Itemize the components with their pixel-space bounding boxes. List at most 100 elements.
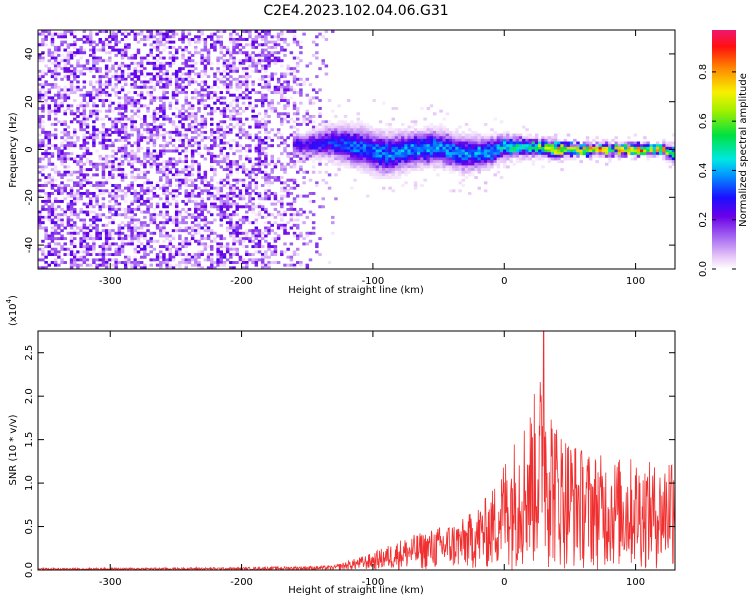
- heatmap-cell: [76, 109, 80, 113]
- heatmap-cell: [334, 173, 338, 177]
- heatmap-cell: [190, 168, 195, 172]
- heatmap-cell: [88, 67, 93, 71]
- heatmap-cell: [439, 149, 443, 153]
- heatmap-cell: [168, 56, 173, 60]
- heatmap-cell: [50, 122, 55, 126]
- heatmap-cell: [130, 263, 134, 267]
- heatmap-cell: [254, 40, 259, 44]
- heatmap-cell: [111, 141, 115, 145]
- heatmap-cell: [187, 258, 192, 262]
- heatmap-cell: [235, 96, 239, 100]
- heatmap-cell: [206, 221, 211, 225]
- heatmap-cell: [452, 138, 456, 142]
- heatmap-cell: [493, 154, 497, 158]
- heatmap-cell: [305, 144, 310, 148]
- heatmap-cell: [124, 191, 128, 195]
- heatmap-cell: [66, 247, 71, 251]
- heatmap-cell: [155, 263, 160, 267]
- heatmap-cell: [206, 75, 211, 79]
- heatmap-cell: [404, 152, 408, 156]
- heatmap-cell: [292, 199, 297, 203]
- heatmap-cell: [47, 48, 52, 52]
- heatmap-cell: [381, 146, 386, 150]
- heatmap-cell: [241, 239, 246, 243]
- heatmap-cell: [299, 77, 303, 81]
- heatmap-cell: [292, 120, 297, 124]
- heatmap-cell: [127, 37, 131, 41]
- heatmap-cell: [171, 218, 176, 222]
- heatmap-cell: [66, 223, 71, 227]
- heatmap-cell: [190, 162, 195, 166]
- heatmap-cell: [302, 210, 306, 214]
- heatmap-cell: [101, 261, 106, 264]
- heatmap-cell: [464, 168, 469, 172]
- heatmap-cell: [254, 35, 259, 39]
- heatmap-cell: [477, 165, 482, 169]
- heatmap-cell: [181, 35, 185, 39]
- heatmap-cell: [318, 149, 322, 153]
- heatmap-cell: [464, 176, 469, 180]
- heatmap-cell: [66, 194, 71, 198]
- heatmap-cell: [286, 178, 290, 182]
- heatmap-cell: [216, 162, 220, 166]
- heatmap-cell: [305, 109, 310, 113]
- heatmap-cell: [289, 157, 294, 161]
- heatmap-cell: [63, 261, 67, 264]
- heatmap-cell: [101, 133, 106, 137]
- heatmap-cell: [487, 133, 491, 137]
- heatmap-cell: [152, 157, 157, 161]
- heatmap-cell: [111, 120, 115, 124]
- heatmap-cell: [407, 136, 411, 140]
- heatmap-cell: [174, 77, 179, 81]
- heatmap-cell: [496, 170, 501, 174]
- heatmap-cell: [101, 255, 106, 259]
- heatmap-cell: [445, 162, 450, 166]
- heatmap-cell: [362, 141, 367, 145]
- heatmap-cell: [98, 205, 102, 209]
- heatmap-cell: [127, 117, 131, 121]
- heatmap-cell: [407, 133, 411, 137]
- heatmap-cell: [487, 144, 491, 148]
- heatmap-cell: [50, 154, 55, 158]
- heatmap-cell: [171, 30, 176, 33]
- heatmap-cell: [82, 85, 87, 89]
- heatmap-cell: [155, 255, 160, 259]
- heatmap-cell: [381, 144, 386, 148]
- heatmap-cell: [331, 122, 335, 126]
- heatmap-cell: [280, 91, 284, 95]
- heatmap-cell: [401, 165, 405, 169]
- heatmap-cell: [200, 218, 204, 222]
- heatmap-cell: [391, 136, 396, 140]
- heatmap-cell: [136, 114, 141, 118]
- heatmap-cell: [73, 45, 77, 49]
- heatmap-cell: [225, 197, 230, 201]
- heatmap-cell: [171, 157, 176, 161]
- heatmap-cell: [458, 152, 462, 156]
- heatmap-cell: [270, 170, 274, 174]
- heatmap-cell: [117, 231, 122, 235]
- heatmap-cell: [159, 210, 163, 214]
- heatmap-cell: [219, 189, 224, 193]
- heatmap-cell: [92, 75, 96, 79]
- heatmap-cell: [41, 141, 45, 145]
- heatmap-cell: [206, 258, 211, 262]
- heatmap-cell: [41, 255, 45, 259]
- heatmap-cell: [82, 210, 87, 214]
- heatmap-cell: [124, 51, 128, 55]
- heatmap-cell: [124, 186, 128, 190]
- heatmap-cell: [289, 160, 294, 164]
- heatmap-cell: [82, 258, 87, 262]
- heatmap-cell: [178, 221, 182, 225]
- heatmap-cell: [280, 253, 284, 257]
- heatmap-cell: [136, 40, 141, 44]
- heatmap-cell: [139, 91, 144, 95]
- heatmap-cell: [219, 35, 224, 39]
- heatmap-cell: [130, 117, 134, 121]
- heatmap-cell: [225, 88, 230, 92]
- heatmap-cell: [286, 136, 290, 140]
- heatmap-cell: [216, 77, 220, 81]
- heatmap-cell: [117, 194, 122, 198]
- heatmap-cell: [155, 30, 160, 33]
- heatmap-cell: [385, 162, 389, 166]
- heatmap-cell: [407, 130, 411, 134]
